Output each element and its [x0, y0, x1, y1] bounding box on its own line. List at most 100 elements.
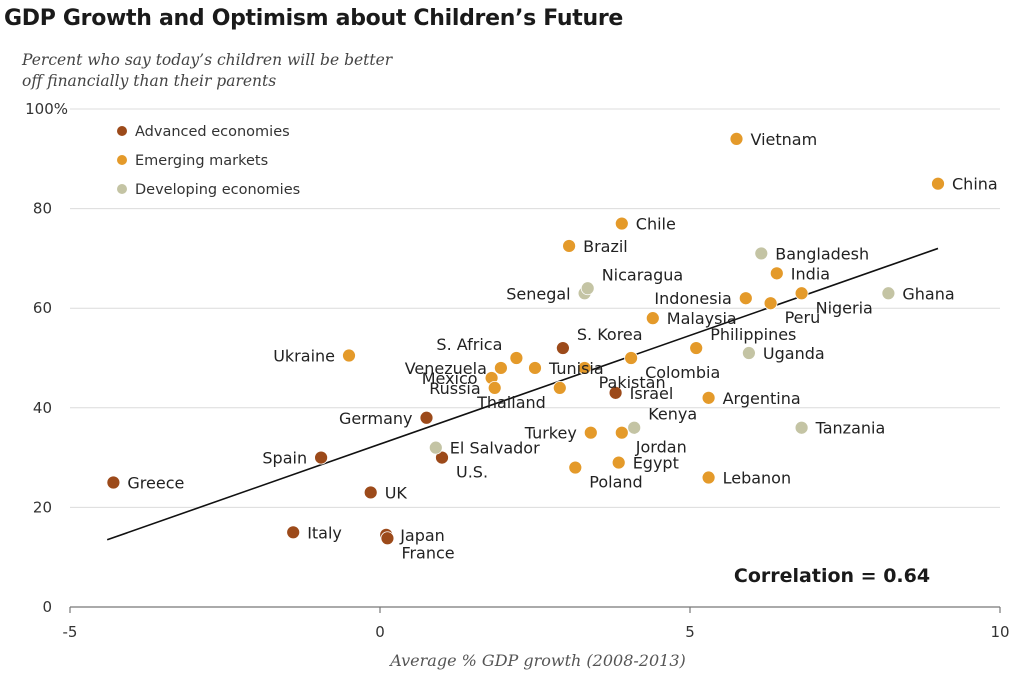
label-s-africa: S. Africa [436, 335, 502, 354]
label-turkey: Turkey [524, 424, 577, 443]
point-italy [286, 525, 301, 540]
point-israel [608, 385, 623, 400]
x-tick-label: 10 [990, 623, 1009, 641]
x-tick-label: 0 [375, 623, 385, 641]
point-nicaragua [580, 281, 595, 296]
axes: 0 20 40 60 80 100% -5 0 5 10 [25, 100, 1009, 641]
label-u-s: U.S. [456, 463, 488, 482]
legend-swatch [117, 126, 127, 136]
point-s-africa [509, 351, 524, 365]
point-turkey [583, 425, 598, 440]
point-china [931, 176, 945, 191]
label-nigeria: Nigeria [816, 298, 873, 317]
label-ukraine: Ukraine [273, 347, 335, 366]
point-indonesia [738, 291, 753, 306]
legend-swatch [117, 155, 127, 165]
point-greece [106, 475, 121, 490]
label-france: France [401, 543, 454, 562]
point-s-korea [556, 341, 570, 355]
label-lebanon: Lebanon [723, 469, 792, 488]
label-tunisia: Tunisia [548, 359, 604, 378]
label-malaysia: Malaysia [667, 309, 737, 328]
point-chile [614, 216, 629, 231]
label-thailand: Thailand [476, 393, 546, 412]
point-uk [363, 485, 378, 500]
point-venezuela [493, 361, 508, 375]
point-lebanon [701, 470, 716, 485]
label-kenya: Kenya [648, 405, 697, 424]
point-ukraine [342, 348, 356, 363]
label-venezuela: Venezuela [405, 359, 487, 378]
label-uk: UK [385, 483, 408, 502]
label-pakistan: Pakistan [599, 373, 666, 392]
label-peru: Peru [785, 308, 821, 327]
point-india [769, 266, 784, 281]
y-tick-label: 60 [33, 299, 52, 317]
point-france [380, 531, 395, 546]
point-vietnam [729, 131, 744, 146]
label-brazil: Brazil [583, 237, 628, 256]
label-germany: Germany [339, 409, 413, 428]
label-chile: Chile [636, 215, 676, 234]
point-el-salvador [428, 440, 443, 455]
label-indonesia: Indonesia [654, 289, 731, 308]
point-u-s [435, 450, 449, 465]
chart-title: GDP Growth and Optimism about Children’s… [4, 6, 624, 31]
chart-subtitle: Percent who say today’s children will be… [22, 51, 393, 90]
point-peru [763, 296, 778, 311]
label-argentina: Argentina [723, 389, 801, 408]
point-jordan [614, 425, 629, 440]
point-colombia [624, 351, 638, 365]
point-germany [419, 410, 434, 425]
label-s-korea: S. Korea [577, 325, 643, 344]
label-russia: Russia [429, 379, 480, 398]
point-poland [568, 460, 583, 475]
y-tick-label: 40 [33, 399, 52, 417]
label-japan: Japan [399, 526, 445, 545]
label-poland: Poland [589, 473, 642, 492]
label-jordan: Jordan [635, 438, 687, 457]
label-colombia: Colombia [645, 363, 720, 382]
legend-item: Developing economies [135, 182, 300, 198]
point-malaysia [645, 311, 660, 326]
point-argentina [701, 390, 716, 405]
point-tanzania [794, 420, 809, 435]
label-israel: Israel [630, 384, 674, 403]
label-india: India [791, 264, 830, 283]
label-tanzania: Tanzania [815, 419, 886, 438]
label-senegal: Senegal [506, 284, 570, 303]
label-el-salvador: El Salvador [450, 439, 540, 458]
point-thailand [552, 380, 567, 395]
label-nicaragua: Nicaragua [602, 265, 684, 284]
point-spain [314, 450, 329, 465]
point-brazil [562, 239, 576, 253]
label-uganda: Uganda [763, 344, 825, 363]
legend: Advanced economies Emerging markets Develo… [117, 124, 300, 198]
y-tick-label: 80 [33, 200, 52, 218]
label-bangladesh: Bangladesh [775, 244, 869, 263]
x-tick-label: -5 [63, 623, 78, 641]
x-tick-label: 5 [685, 623, 695, 641]
point-nigeria [794, 286, 809, 301]
label-philippines: Philippines [710, 325, 796, 344]
x-axis-label: Average % GDP growth (2008-2013) [388, 651, 686, 670]
correlation-annotation: Correlation = 0.64 [734, 565, 930, 587]
label-greece: Greece [127, 474, 184, 493]
label-spain: Spain [262, 449, 307, 468]
point-kenya [627, 420, 642, 435]
label-china: China [952, 175, 998, 194]
label-egypt: Egypt [633, 454, 679, 473]
label-vietnam: Vietnam [751, 130, 818, 149]
point-uganda [742, 346, 756, 360]
gridlines [70, 108, 1000, 508]
point-philippines [689, 341, 704, 355]
point-ghana [881, 286, 896, 301]
point-pakistan [577, 361, 592, 375]
point-russia [487, 380, 502, 395]
y-tick-label: 20 [33, 498, 52, 516]
y-tick-label: 0 [42, 598, 52, 616]
legend-swatch [117, 184, 127, 194]
point-egypt [611, 455, 626, 470]
